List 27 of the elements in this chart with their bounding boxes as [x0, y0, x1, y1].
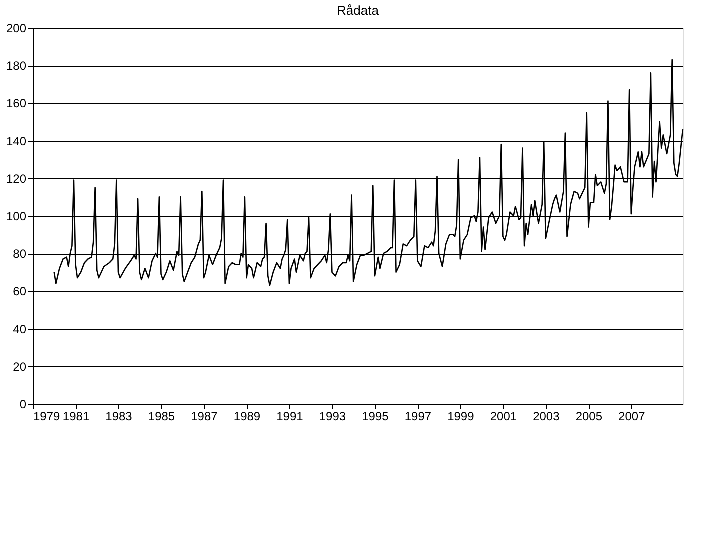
- y-tick-label: 20: [13, 360, 27, 374]
- x-tick-label: 1987: [191, 410, 218, 424]
- x-tick-label: 1999: [448, 410, 475, 424]
- x-tick-label: 1991: [276, 410, 304, 424]
- y-tick-label: 80: [13, 247, 27, 262]
- x-tick-label: 2005: [576, 410, 603, 424]
- y-tick-label: 0: [20, 398, 27, 412]
- x-tick-label: 1993: [319, 410, 346, 424]
- y-tick-label: 60: [13, 284, 27, 299]
- x-tick-label: 1989: [234, 410, 261, 424]
- x-tick-label: 1979: [34, 410, 61, 424]
- y-tick-label: 180: [6, 59, 27, 74]
- x-tick-label: 2003: [533, 410, 560, 424]
- y-tick-label: 100: [6, 210, 27, 224]
- x-tick-label: 1983: [106, 410, 133, 424]
- x-tick-label: 1981: [62, 410, 90, 424]
- x-tick-label: 2007: [618, 410, 646, 424]
- y-tick-label: 160: [6, 96, 27, 111]
- y-tick-label: 200: [6, 22, 27, 36]
- y-tick-label: 40: [13, 322, 27, 336]
- x-tick-label: 1995: [362, 410, 390, 424]
- y-tick-label: 140: [6, 134, 27, 148]
- x-tick-label: 1985: [148, 410, 176, 424]
- x-tick-label: 2001: [490, 410, 518, 424]
- chart-title: Rådata: [337, 3, 380, 18]
- x-tick-label: 1997: [404, 410, 432, 424]
- y-tick-label: 120: [6, 172, 27, 186]
